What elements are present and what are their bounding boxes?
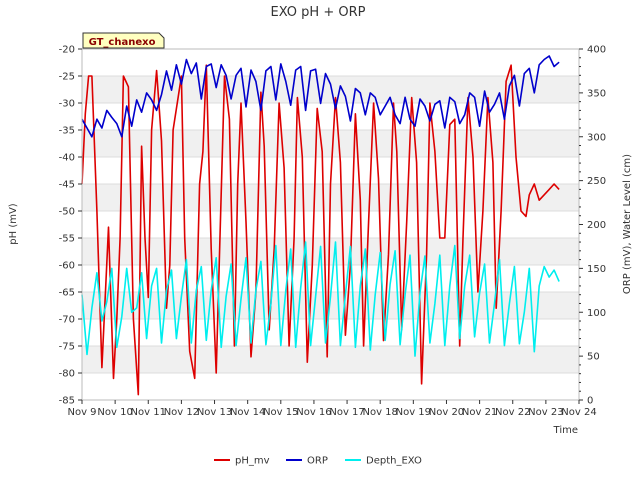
plot-band: [82, 238, 579, 265]
left-axis-tick-label: -55: [59, 234, 75, 245]
right-axis-tick-label: 0: [587, 396, 593, 407]
plot-band: [82, 49, 579, 76]
left-axis-tick-label: -50: [59, 207, 75, 218]
series-layer: [81, 55, 560, 396]
right-axis-tick-label: 400: [587, 45, 606, 56]
right-axis-tick-label: 250: [587, 176, 606, 187]
right-axis-tick-label: 350: [587, 88, 606, 99]
x-axis-tick-label: Nov 19: [396, 407, 431, 418]
left-axis-tick-label: -45: [59, 180, 75, 191]
left-axis-tick-label: -75: [59, 342, 75, 353]
right-axis: 0 50 100 150 200 250 300 350 400: [579, 45, 606, 407]
legend: pH_mv ORP Depth_EXO: [214, 456, 422, 467]
x-axis-tick-label: Nov 22: [495, 407, 530, 418]
left-axis-tick-label: -40: [59, 153, 75, 164]
y-axis-label-right: ORP (mV), Water Level (cm): [622, 154, 633, 294]
plot-band: [82, 319, 579, 346]
left-axis-tick-label: -70: [59, 315, 75, 326]
left-axis-tick-label: -80: [59, 369, 75, 380]
x-axis-tick-label: Nov 18: [362, 407, 397, 418]
x-axis-tick-label: Nov 14: [230, 407, 265, 418]
x-axis-tick-label: Nov 23: [528, 407, 563, 418]
site-badge-label: GT_chanexo: [89, 37, 156, 48]
chart-title: EXO pH + ORP: [271, 5, 366, 20]
series-line-orp: [81, 55, 560, 138]
x-axis-tick-label: Nov 15: [263, 407, 298, 418]
plot-band: [82, 130, 579, 157]
x-axis-tick-label: Nov 20: [429, 407, 464, 418]
left-axis-tick-label: -35: [59, 126, 75, 137]
x-axis-tick-label: Nov 24: [561, 407, 596, 418]
site-badge: GT_chanexo: [82, 32, 165, 49]
site-badge-box: [82, 32, 165, 49]
left-axis-tick-label: -85: [59, 396, 75, 407]
legend-label-depth-exo: Depth_EXO: [366, 456, 422, 467]
x-axis-tick-label: Nov 21: [462, 407, 497, 418]
legend-label-orp: ORP: [307, 456, 328, 467]
left-axis-tick-label: -25: [59, 72, 75, 83]
x-axis-label: Time: [553, 425, 578, 436]
x-axis-tick-label: Nov 17: [329, 407, 364, 418]
right-axis-tick-label: 300: [587, 132, 606, 143]
x-axis-tick-label: Nov 13: [197, 407, 232, 418]
x-axis-tick-label: Nov 12: [164, 407, 199, 418]
x-axis-tick-label: Nov 9: [67, 407, 96, 418]
right-axis-tick-label: 100: [587, 308, 606, 319]
plot-band: [82, 103, 579, 130]
legend-label-ph-mv: pH_mv: [235, 456, 270, 467]
x-axis-tick-label: Nov 16: [296, 407, 331, 418]
right-axis-tick-label: 150: [587, 264, 606, 275]
right-axis-tick-label: 50: [587, 352, 600, 363]
plot-band: [82, 373, 579, 400]
left-axis-tick-label: -30: [59, 99, 75, 110]
x-axis-tick-label: Nov 10: [97, 407, 132, 418]
series-line-depth-exo: [81, 241, 560, 357]
y-axis-label-left: pH (mV): [8, 203, 19, 245]
left-axis: -20 -25 -30 -35 -40 -45 -50 -55 -60 -65 -70 -75 -80 -…: [59, 45, 82, 407]
x-axis-tick-label: Nov 11: [131, 407, 166, 418]
plot-band: [82, 346, 579, 373]
left-axis-tick-label: -60: [59, 261, 75, 272]
left-axis-tick-label: -20: [59, 45, 75, 56]
left-axis-tick-label: -65: [59, 288, 75, 299]
right-axis-tick-label: 200: [587, 220, 606, 231]
